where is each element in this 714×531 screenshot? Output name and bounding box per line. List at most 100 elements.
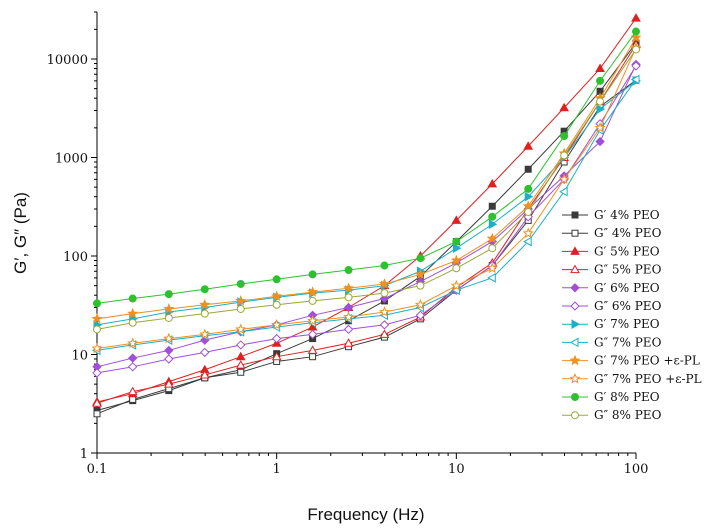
- data-point: [237, 368, 245, 376]
- series-1: [93, 76, 640, 418]
- legend-entry: G′ 7% PEO: [562, 317, 660, 331]
- data-point: [487, 178, 498, 188]
- data-point: [91, 313, 103, 324]
- data-point: [630, 74, 640, 85]
- data-point: [343, 311, 355, 322]
- data-point: [164, 313, 173, 322]
- data-point: [163, 332, 175, 344]
- data-point: [235, 360, 246, 369]
- data-point: [163, 379, 174, 388]
- series-line: [96, 79, 637, 351]
- legend-entry: G′ 7% PEO +ε-PL: [562, 354, 700, 368]
- data-point: [236, 304, 245, 313]
- data-point: [93, 299, 101, 308]
- legend-label: G″ 7% PEO: [594, 335, 662, 349]
- data-point: [414, 298, 426, 310]
- x-tick-label: 1: [273, 462, 281, 477]
- data-point: [236, 279, 245, 288]
- data-point: [488, 202, 496, 210]
- data-point: [415, 310, 426, 321]
- data-point: [307, 314, 319, 326]
- data-point: [272, 300, 281, 309]
- data-point: [271, 333, 282, 344]
- data-point: [414, 268, 426, 280]
- data-point: [199, 298, 211, 310]
- data-point: [129, 395, 137, 403]
- data-point: [452, 237, 461, 246]
- series-7: [91, 74, 640, 356]
- data-point: [127, 362, 138, 372]
- legend-entry: G″ 7% PEO: [562, 335, 662, 349]
- data-point: [379, 320, 390, 330]
- data-point: [344, 266, 353, 275]
- legend-marker: [570, 301, 580, 311]
- y-tick-label: 10000: [47, 53, 88, 68]
- legend-label: G′ 4% PEO: [594, 208, 660, 222]
- data-point: [632, 27, 640, 36]
- data-point: [93, 410, 101, 418]
- data-point: [594, 122, 606, 133]
- legend-label: G′ 6% PEO: [594, 281, 660, 295]
- data-point: [307, 286, 319, 297]
- data-point: [487, 272, 496, 283]
- legend-marker: [571, 393, 579, 401]
- legend-entry: G′ 8% PEO: [562, 390, 660, 404]
- legend-marker: [571, 411, 579, 420]
- data-point: [200, 285, 209, 294]
- data-point: [344, 293, 353, 302]
- plot-area: [91, 13, 642, 418]
- data-point: [524, 191, 534, 202]
- legend-marker: [571, 319, 581, 330]
- data-point: [523, 236, 532, 247]
- data-point: [488, 219, 498, 230]
- data-point: [235, 295, 247, 306]
- series-11: [93, 45, 640, 334]
- legend: G′ 4% PEO G″ 4% PEO G′ 5% PEO G″ 5% PEO G′ 6…: [562, 208, 702, 422]
- data-point: [164, 354, 174, 364]
- data-point: [560, 132, 569, 141]
- y-tick-label: 100: [63, 250, 88, 265]
- data-point: [343, 324, 354, 335]
- x-axis-label: Frequency (Hz): [307, 505, 424, 524]
- data-point: [522, 227, 534, 239]
- legend-entry: G′ 4% PEO: [562, 208, 660, 222]
- series-line: [96, 80, 637, 326]
- data-point: [92, 398, 102, 407]
- data-point: [92, 368, 102, 378]
- data-point: [128, 318, 137, 327]
- data-point: [127, 353, 138, 363]
- legend-entry: G′ 6% PEO: [562, 281, 660, 295]
- data-point: [631, 61, 641, 71]
- data-point: [163, 303, 175, 314]
- data-point: [596, 97, 605, 106]
- legend-marker: [569, 354, 581, 366]
- legend-marker: [571, 229, 579, 237]
- legend-marker: [571, 211, 579, 219]
- series-8: [91, 31, 642, 324]
- series-line: [96, 79, 637, 415]
- series-line: [96, 44, 637, 404]
- data-point: [380, 289, 389, 298]
- series-line: [96, 49, 637, 330]
- data-point: [380, 261, 389, 270]
- legend-entry: G″ 8% PEO: [562, 408, 662, 422]
- data-point: [271, 351, 282, 361]
- data-point: [595, 136, 605, 147]
- series-line: [96, 31, 637, 304]
- series-9: [91, 41, 642, 354]
- data-point: [235, 351, 246, 361]
- data-point: [488, 212, 497, 221]
- data-point: [343, 282, 355, 294]
- series-10: [93, 27, 640, 308]
- data-point: [595, 63, 605, 73]
- legend-label: G″ 8% PEO: [594, 408, 662, 422]
- legend-entry: G′ 5% PEO: [562, 244, 660, 258]
- data-point: [127, 386, 138, 396]
- data-point: [596, 104, 606, 114]
- data-point: [235, 323, 247, 335]
- legend-marker: [570, 264, 580, 274]
- x-tick-label: 10: [448, 462, 465, 477]
- series-2: [92, 13, 641, 406]
- data-point: [271, 319, 283, 330]
